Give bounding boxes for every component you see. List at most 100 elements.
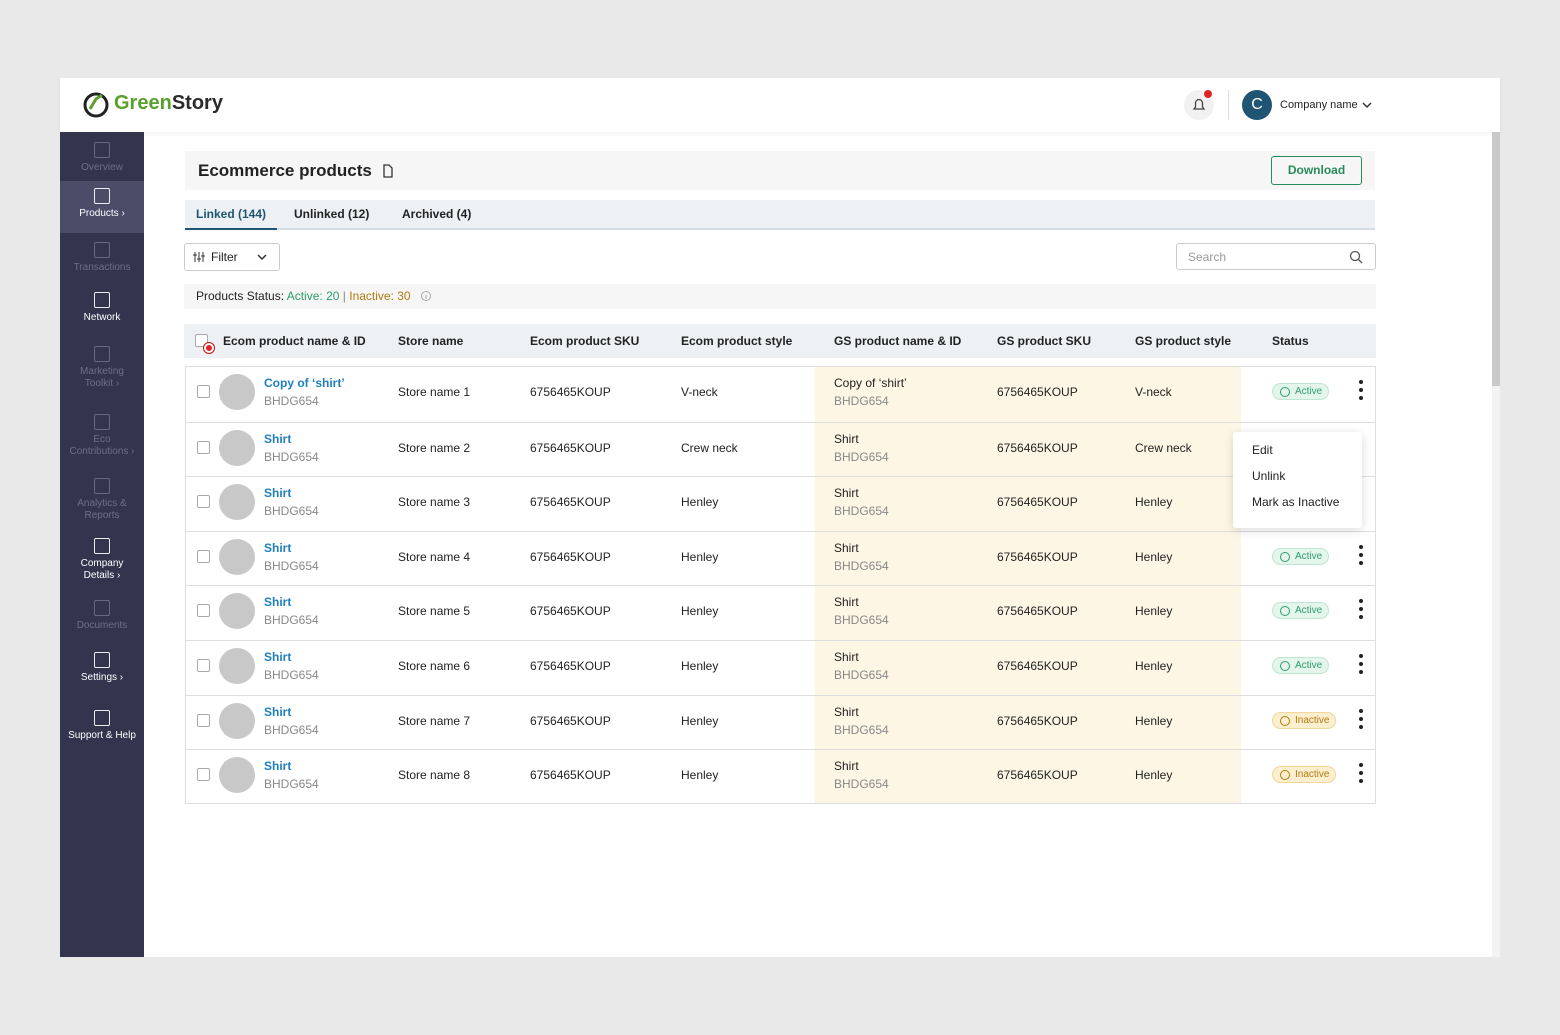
nav-item[interactable]: Support & Help — [60, 710, 144, 750]
company-name[interactable]: Company name — [1280, 99, 1358, 111]
dot — [1359, 779, 1363, 784]
more-button[interactable] — [1358, 654, 1364, 678]
tab[interactable]: Linked (144) — [185, 200, 278, 230]
product-name[interactable]: Shirt — [264, 759, 292, 774]
row-checkbox[interactable] — [197, 495, 210, 509]
more-button[interactable] — [1358, 708, 1364, 733]
product-id: BHDG654 — [264, 558, 319, 573]
brand-second: Story — [171, 92, 223, 114]
cell: 6756465KOUP — [997, 549, 1078, 564]
cell: 6756465KOUP — [530, 440, 611, 455]
product-id: BHDG654 — [264, 394, 319, 408]
nav-item[interactable]: Transactions — [60, 242, 144, 282]
nav-item[interactable]: Overview — [60, 142, 144, 182]
cell: Henley — [1135, 713, 1173, 728]
menu-item[interactable]: Unlink — [1252, 469, 1286, 483]
menu-item[interactable]: Edit — [1252, 443, 1273, 457]
chevron — [1362, 102, 1372, 109]
nav-label: Products › — [79, 208, 125, 219]
nav-label: Documents — [76, 620, 128, 631]
more-button[interactable] — [1358, 599, 1364, 623]
nav-item[interactable]: Products › — [60, 188, 144, 228]
more-button[interactable] — [1358, 544, 1364, 569]
nav-item[interactable]: Eco Contributions › — [60, 414, 144, 457]
cell: 6756465KOUP — [997, 768, 1078, 783]
cell: Henley — [681, 713, 719, 728]
notification-button[interactable] — [1184, 90, 1214, 120]
dot — [1359, 560, 1363, 565]
product-id: BHDG654 — [834, 613, 889, 628]
nav-item[interactable]: Company Details › — [60, 538, 144, 581]
more-button[interactable] — [1358, 763, 1364, 787]
product-id: BHDG654 — [264, 722, 319, 737]
nav-item[interactable]: Documents — [60, 600, 144, 640]
nav-label: Transactions — [73, 262, 131, 273]
product-name[interactable]: Shirt — [264, 595, 292, 610]
download-button[interactable]: Download — [1271, 156, 1362, 185]
inactive-count: Inactive: 30 — [349, 289, 411, 303]
dot — [1359, 388, 1363, 392]
tab[interactable]: Archived (4) — [402, 207, 472, 221]
cell: 6756465KOUP — [997, 659, 1078, 673]
nav-icon — [94, 478, 110, 494]
nav-item[interactable]: Analytics & Reports — [60, 478, 144, 521]
product-image — [219, 484, 255, 521]
product-id: BHDG654 — [834, 668, 889, 682]
product-id: BHDG654 — [264, 777, 319, 792]
nav-icon — [94, 600, 110, 616]
cell: Henley — [681, 604, 719, 619]
nav-label: Analytics & Reports — [77, 498, 127, 521]
filter-button[interactable]: Filter — [184, 243, 280, 271]
row-checkbox[interactable] — [197, 713, 210, 727]
dot — [1359, 662, 1363, 666]
table-row: Copy of ‘shirt’ BHDG654 Store name 1 675646… — [186, 367, 1375, 422]
product-image — [219, 702, 255, 739]
product-name[interactable]: Shirt — [264, 540, 292, 555]
menu-item[interactable]: Mark as Inactive — [1252, 495, 1340, 509]
product-id: BHDG654 — [834, 722, 889, 737]
product-name[interactable]: Shirt — [264, 650, 292, 664]
cell: Store name 4 — [398, 549, 471, 564]
cell: 6756465KOUP — [530, 659, 611, 673]
table-row: Shirt BHDG654 Store name 2 6756465KOUP Crew … — [186, 421, 1375, 477]
row-checkbox[interactable] — [197, 549, 210, 563]
cell: Henley — [1135, 549, 1173, 564]
cell: Store name 6 — [398, 659, 471, 673]
row-checkbox[interactable] — [197, 659, 210, 672]
status-badge: Inactive — [1272, 766, 1337, 784]
nav-item[interactable]: Settings › — [60, 652, 144, 692]
search-box[interactable]: Search — [1176, 243, 1376, 270]
row-checkbox[interactable] — [197, 385, 210, 398]
more-button[interactable] — [1358, 380, 1364, 404]
column-header: Ecom product style — [681, 334, 793, 348]
product-name[interactable]: Shirt — [264, 704, 292, 719]
cell: 6756465KOUP — [530, 713, 611, 728]
dot — [1359, 763, 1363, 768]
product-name[interactable]: Copy of ‘shirt’ — [264, 376, 345, 390]
status-icon — [1280, 387, 1290, 397]
row-checkbox[interactable] — [197, 604, 210, 618]
cell: Henley — [681, 659, 719, 673]
row-checkbox[interactable] — [197, 440, 210, 454]
separator: | — [342, 289, 346, 303]
row-checkbox[interactable] — [197, 768, 210, 782]
title-bar: Ecommerce products Download — [185, 151, 1375, 190]
nav-icon — [94, 188, 110, 204]
product-id: BHDG654 — [264, 668, 319, 682]
cell: Henley — [681, 768, 719, 783]
product-name[interactable]: Shirt — [264, 486, 292, 501]
tab[interactable]: Unlinked (12) — [294, 207, 370, 221]
product-name[interactable]: Shirt — [264, 431, 292, 446]
scroll-thumb[interactable] — [1492, 132, 1500, 386]
nav-icon — [94, 414, 110, 430]
status-badge: Active — [1272, 602, 1330, 620]
cell: V-neck — [1135, 385, 1172, 399]
status-label: Products Status: — [196, 289, 285, 303]
status-icon — [1280, 606, 1290, 617]
product-image — [219, 757, 255, 794]
nav-item[interactable]: Marketing Toolkit › — [60, 346, 144, 389]
product-id: BHDG654 — [264, 449, 319, 464]
page-title: Ecommerce products — [198, 161, 372, 180]
nav-item[interactable]: Network — [60, 292, 144, 332]
cell: Store name 2 — [398, 440, 471, 455]
